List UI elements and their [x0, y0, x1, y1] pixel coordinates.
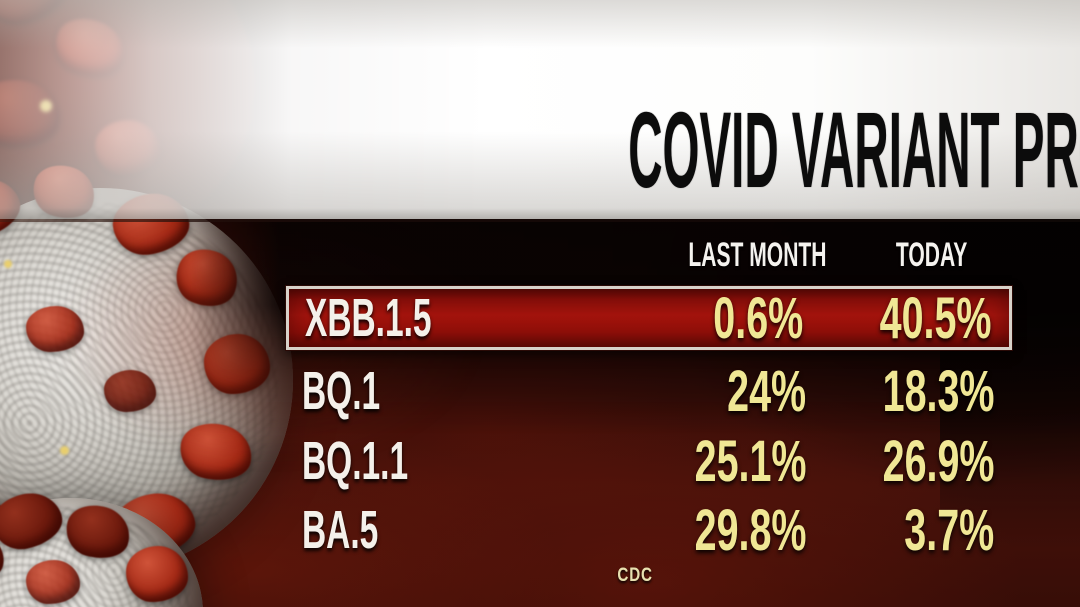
last-month-value: 0.6% [713, 285, 803, 351]
last-month-value: 25.1% [694, 428, 806, 494]
table-row-xbb-1-5-highlighted: XBB.1.5 0.6% 40.5% [286, 286, 1012, 351]
title-wrap: COVID VARIANT PROPORTIONS [160, 96, 1080, 204]
virus-spike [104, 370, 156, 412]
title-banner: COVID VARIANT PROPORTIONS [0, 0, 1080, 222]
variant-name: BQ.1.1 [302, 431, 409, 491]
variant-name-cell: BA.5 [302, 499, 425, 561]
table-row-ba-5: BA.5 29.8% 3.7% [286, 497, 1012, 563]
virus-spike [26, 306, 84, 352]
right-edge-shade [940, 219, 1080, 549]
last-month-value-cell: 0.6% [543, 286, 803, 351]
table-row-bq-1: BQ.1 24% 18.3% [286, 358, 1012, 424]
virus-spike [126, 546, 188, 602]
table-row-bq-1-1: BQ.1.1 25.1% 26.9% [286, 428, 1012, 494]
virus-highlight-dot [4, 260, 12, 268]
source-label: CDC [617, 565, 653, 586]
last-month-value-cell: 29.8% [546, 497, 806, 563]
today-value-cell: 18.3% [734, 358, 994, 424]
variant-name-cell: BQ.1.1 [302, 430, 473, 492]
today-value-cell: 26.9% [734, 428, 994, 494]
column-header-today: TODAY [832, 238, 1032, 272]
virus-spike [26, 560, 80, 604]
last-month-value-cell: 25.1% [546, 428, 806, 494]
variant-name: BA.5 [302, 500, 379, 560]
today-value-cell: 3.7% [734, 497, 994, 563]
variant-name: XBB.1.5 [305, 288, 432, 348]
last-month-value: 24% [727, 358, 806, 424]
last-month-value: 29.8% [694, 497, 806, 563]
virus-highlight-dot [60, 446, 69, 455]
today-value: 40.5% [879, 285, 991, 351]
today-value-cell: 40.5% [731, 286, 991, 351]
column-header-last-month-label: LAST MONTH [688, 236, 827, 274]
today-value: 3.7% [904, 497, 994, 563]
last-month-value-cell: 24% [546, 358, 806, 424]
page-title: COVID VARIANT PROPORTIONS [628, 89, 1080, 210]
today-value: 18.3% [882, 358, 994, 424]
source-attribution: CDC [555, 565, 715, 587]
today-value: 26.9% [882, 428, 994, 494]
coronavirus-image-bottom-left [0, 487, 203, 607]
column-header-today-label: TODAY [896, 236, 968, 274]
column-header-last-month: LAST MONTH [646, 238, 846, 272]
variant-name-cell: XBB.1.5 [305, 288, 509, 348]
variant-name: BQ.1 [302, 361, 381, 421]
variant-name-cell: BQ.1 [302, 360, 428, 422]
